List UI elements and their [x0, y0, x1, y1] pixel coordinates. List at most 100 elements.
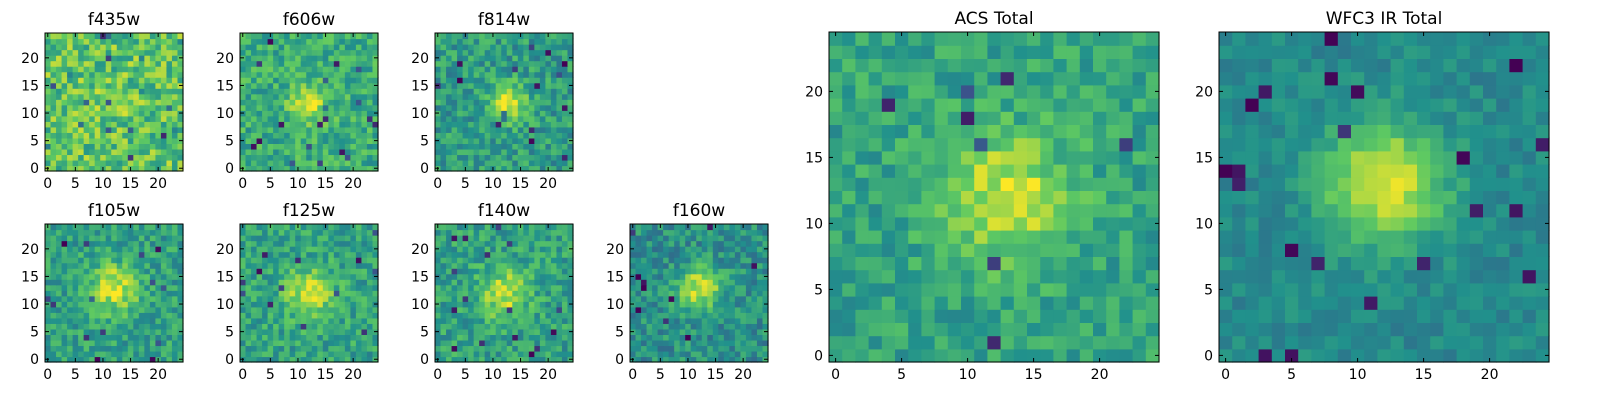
- heatmap-pixel: [122, 262, 129, 269]
- heatmap-pixel: [67, 104, 74, 111]
- heatmap-pixel: [289, 60, 296, 67]
- heatmap-pixel: [473, 224, 480, 231]
- heatmap-pixel: [267, 143, 274, 150]
- heatmap-pixel: [94, 60, 101, 67]
- heatmap-pixel: [462, 345, 469, 352]
- heatmap-pixel: [685, 301, 692, 308]
- heatmap-pixel: [149, 306, 156, 313]
- heatmap-pixel: [556, 159, 563, 167]
- heatmap-pixel: [306, 323, 313, 330]
- heatmap-pixel: [446, 93, 453, 100]
- heatmap-pixel: [646, 284, 653, 291]
- heatmap-pixel: [1053, 309, 1068, 323]
- heatmap-pixel: [177, 148, 184, 156]
- heatmap-pixel: [78, 115, 85, 122]
- heatmap-pixel: [256, 301, 263, 308]
- heatmap-pixel: [122, 246, 129, 253]
- heatmap-pixel: [1079, 243, 1094, 257]
- heatmap-pixel: [528, 66, 535, 73]
- heatmap-pixel: [462, 82, 469, 89]
- heatmap-pixel: [267, 154, 274, 161]
- heatmap-pixel: [987, 309, 1002, 323]
- heatmap-pixel: [339, 251, 346, 258]
- heatmap-pixel: [333, 356, 340, 363]
- heatmap-pixel: [262, 49, 269, 56]
- heatmap-pixel: [567, 262, 574, 269]
- heatmap-pixel: [567, 224, 574, 231]
- heatmap-pixel: [350, 306, 357, 313]
- heatmap-pixel: [457, 99, 464, 106]
- heatmap-pixel: [328, 246, 335, 253]
- heatmap-pixel: [322, 312, 329, 319]
- heatmap-pixel: [707, 262, 714, 269]
- heatmap-pixel: [144, 99, 151, 106]
- heatmap-pixel: [284, 137, 291, 144]
- heatmap-pixel: [328, 262, 335, 269]
- heatmap-pixel: [1013, 243, 1028, 257]
- heatmap-pixel: [127, 49, 134, 56]
- heatmap-pixel: [685, 273, 692, 280]
- heatmap-pixel: [61, 356, 68, 363]
- heatmap-pixel: [545, 251, 552, 258]
- heatmap-pixel: [484, 33, 491, 40]
- heatmap-pixel: [350, 55, 357, 62]
- heatmap-pixel: [1145, 256, 1160, 271]
- heatmap-pixel: [339, 246, 346, 253]
- heatmap-pixel: [344, 290, 351, 297]
- heatmap-pixel: [440, 38, 447, 45]
- heatmap-pixel: [696, 339, 703, 347]
- heatmap-pixel: [468, 88, 475, 95]
- panel-title: f125w: [283, 201, 335, 221]
- heatmap-pixel: [311, 339, 318, 347]
- heatmap-pixel: [366, 246, 374, 253]
- heatmap-pixel: [545, 306, 552, 313]
- heatmap-pixel: [166, 290, 173, 297]
- heatmap-pixel: [350, 104, 357, 111]
- heatmap-pixel: [355, 110, 363, 117]
- heatmap-pixel: [83, 345, 90, 352]
- heatmap-pixel: [734, 350, 741, 358]
- heatmap-pixel: [479, 251, 486, 258]
- heatmap-pixel: [1145, 203, 1160, 218]
- heatmap-pixel: [490, 345, 497, 352]
- heatmap-pixel: [479, 71, 486, 78]
- heatmap-pixel: [83, 126, 90, 133]
- heatmap-pixel: [829, 164, 843, 178]
- heatmap-pixel: [116, 154, 123, 161]
- heatmap-pixel: [300, 323, 307, 330]
- heatmap-pixel: [372, 143, 379, 150]
- heatmap-pixel: [663, 240, 670, 247]
- heatmap-pixel: [528, 77, 535, 84]
- heatmap-pixel: [56, 334, 63, 341]
- heatmap-pixel: [534, 165, 541, 172]
- heatmap-pixel: [89, 345, 96, 352]
- heatmap-pixel: [921, 164, 936, 178]
- heatmap-pixel: [762, 345, 769, 352]
- heatmap-pixel: [501, 224, 508, 231]
- heatmap-pixel: [116, 339, 123, 347]
- heatmap-pixel: [72, 317, 79, 324]
- heatmap-pixel: [100, 99, 107, 106]
- heatmap-pixel: [56, 110, 63, 117]
- heatmap-pixel: [855, 322, 870, 337]
- heatmap-pixel: [440, 273, 447, 280]
- heatmap-pixel: [273, 33, 280, 40]
- heatmap-pixel: [366, 33, 374, 40]
- heatmap-pixel: [138, 306, 145, 313]
- heatmap-pixel: [111, 33, 118, 40]
- heatmap-pixel: [149, 317, 156, 324]
- heatmap-pixel: [278, 82, 285, 89]
- heatmap-pixel: [729, 339, 736, 347]
- heatmap-pixel: [451, 99, 458, 106]
- heatmap-pixel: [50, 33, 57, 40]
- axes-frame: [434, 32, 574, 172]
- heatmap-pixel: [556, 350, 563, 358]
- heatmap-pixel: [116, 77, 123, 84]
- heatmap-pixel: [545, 345, 552, 352]
- heatmap-pixel: [561, 290, 569, 297]
- heatmap-pixel: [111, 55, 118, 62]
- heatmap-pixel: [155, 290, 162, 297]
- heatmap-pixel: [842, 243, 856, 257]
- heatmap-pixel: [457, 60, 464, 67]
- heatmap-pixel: [127, 60, 134, 67]
